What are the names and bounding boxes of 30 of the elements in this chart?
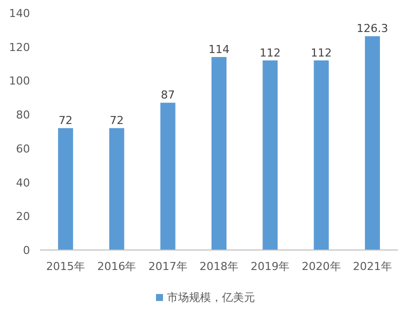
bar (212, 57, 226, 250)
y-tick-label: 0 (23, 244, 30, 257)
bar (262, 60, 278, 250)
y-tick-label: 20 (16, 210, 30, 224)
data-label: 114 (208, 43, 230, 56)
y-tick-label: 100 (9, 74, 30, 88)
legend-label: 市场规模，亿美元 (167, 291, 255, 304)
bar (314, 60, 329, 250)
y-tick-label: 140 (9, 7, 30, 20)
bar (160, 102, 176, 250)
x-tick-label: 2016年 (97, 260, 136, 273)
data-label: 72 (110, 114, 124, 128)
data-label: 87 (160, 88, 175, 102)
data-label: 126.3 (356, 22, 388, 36)
y-tick-label: 80 (16, 108, 30, 122)
data-label: 112 (310, 46, 332, 60)
bar (364, 36, 380, 250)
bar (109, 128, 124, 250)
x-tick-label: 2019年 (250, 260, 290, 273)
y-tick-label: 120 (9, 40, 30, 54)
x-tick-label: 2018年 (200, 260, 238, 273)
data-label: 72 (58, 114, 73, 128)
x-tick-label: 2020年 (302, 260, 341, 273)
x-tick-label: 2021年 (352, 260, 392, 273)
y-tick-label: 40 (16, 176, 30, 190)
bar (58, 128, 74, 250)
x-tick-label: 2017年 (148, 260, 188, 273)
y-tick-label: 60 (16, 142, 30, 156)
data-label: 112 (260, 46, 281, 60)
x-tick-label: 2015年 (46, 260, 86, 273)
